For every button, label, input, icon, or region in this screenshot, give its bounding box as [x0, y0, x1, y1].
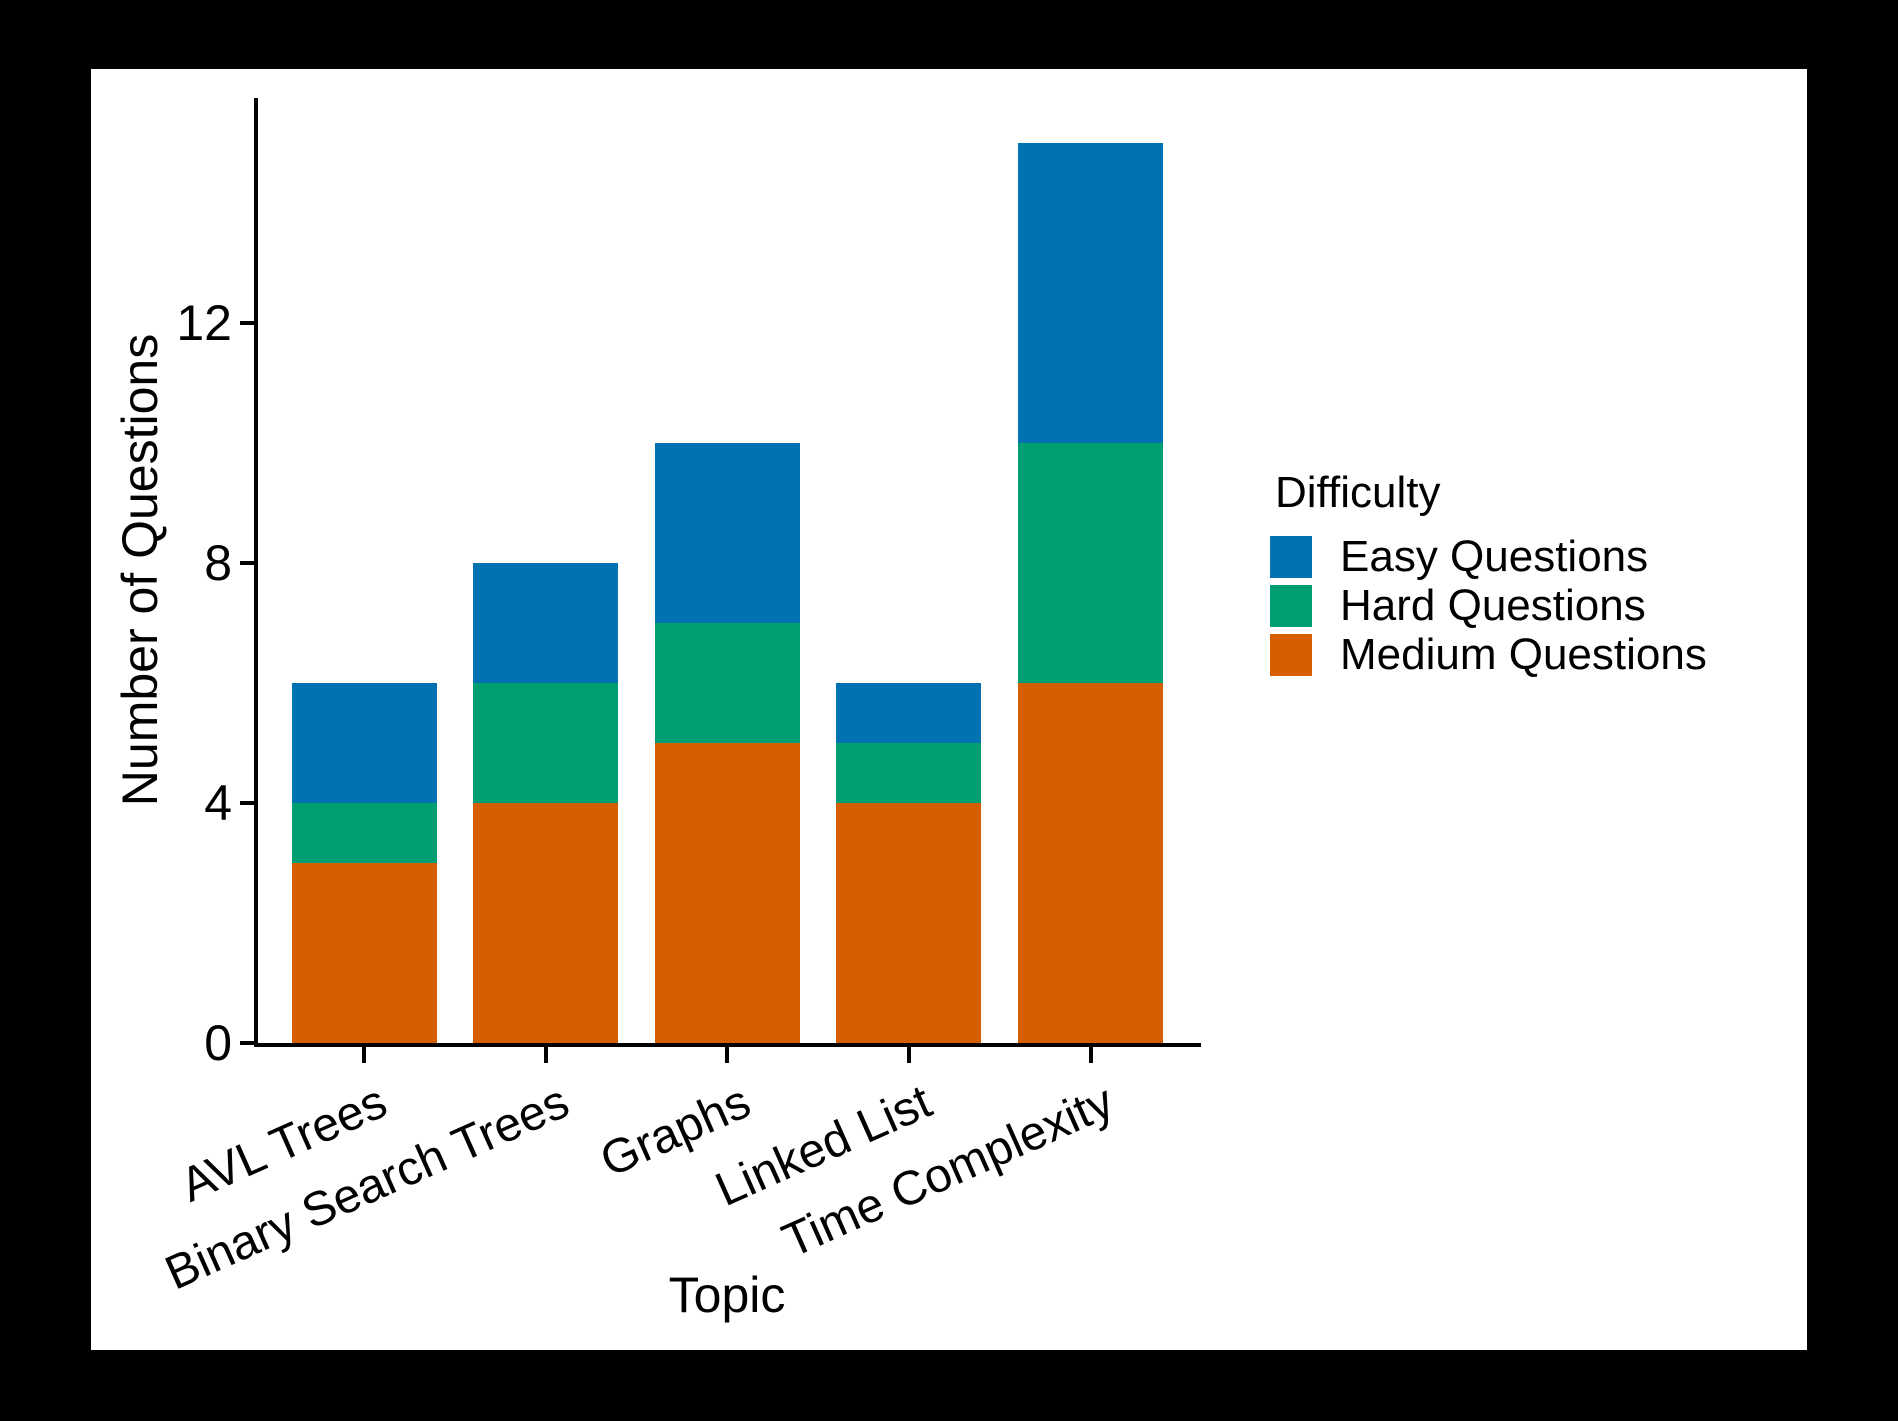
plot-panel: 0 4 8 12 AVL Trees Binary Search Trees Graphs… — [91, 69, 1807, 1350]
x-axis-line — [254, 1043, 1201, 1047]
legend-swatch — [1270, 535, 1312, 578]
x-tick-mark — [1088, 1047, 1093, 1063]
bar-segment — [291, 863, 437, 1043]
legend-label: Medium Questions — [1340, 629, 1707, 679]
x-axis-title: Topic — [668, 1267, 786, 1323]
bar-segment — [836, 803, 982, 1043]
y-tick-mark — [240, 1041, 254, 1045]
bar-segment — [473, 563, 619, 683]
legend-item: Easy Questions — [1270, 531, 1707, 581]
y-axis-line — [254, 98, 258, 1047]
bar-segment — [1018, 443, 1163, 683]
legend-items: Easy Questions Hard Questions Medium Quest… — [1270, 531, 1707, 679]
bar-segment — [836, 683, 982, 743]
legend-label: Hard Questions — [1340, 580, 1646, 630]
bar-segment — [291, 803, 437, 863]
bar-segment — [654, 743, 800, 1043]
y-tick-mark — [240, 561, 254, 565]
legend-item: Medium Questions — [1270, 629, 1707, 679]
bar-segment — [473, 683, 619, 803]
bar-segment — [473, 803, 619, 1043]
bar-segment — [654, 443, 800, 623]
y-tick-label: 8 — [204, 535, 232, 591]
x-tick-mark — [906, 1047, 911, 1063]
bar-segment — [836, 743, 982, 803]
x-tick-mark — [543, 1047, 548, 1063]
legend: Difficulty Easy Questions Hard Questions M… — [1270, 468, 1707, 682]
legend-swatch — [1270, 584, 1312, 627]
y-tick-label: 12 — [176, 295, 232, 351]
legend-item: Hard Questions — [1270, 580, 1707, 630]
legend-label: Easy Questions — [1340, 531, 1649, 581]
y-tick-mark — [240, 321, 254, 325]
legend-title: Difficulty — [1275, 468, 1441, 517]
y-tick-mark — [240, 801, 254, 805]
bar-segment — [654, 623, 800, 743]
bar-segment — [1018, 683, 1163, 1043]
y-tick-label: 4 — [204, 775, 232, 831]
y-axis-title: Number of Questions — [112, 333, 168, 807]
y-tick-label: 0 — [204, 1015, 232, 1071]
x-tick-mark — [725, 1047, 730, 1063]
bar-segment — [1018, 143, 1163, 443]
legend-swatch — [1270, 633, 1312, 676]
bar-segment — [291, 683, 437, 803]
x-tick-mark — [362, 1047, 366, 1063]
